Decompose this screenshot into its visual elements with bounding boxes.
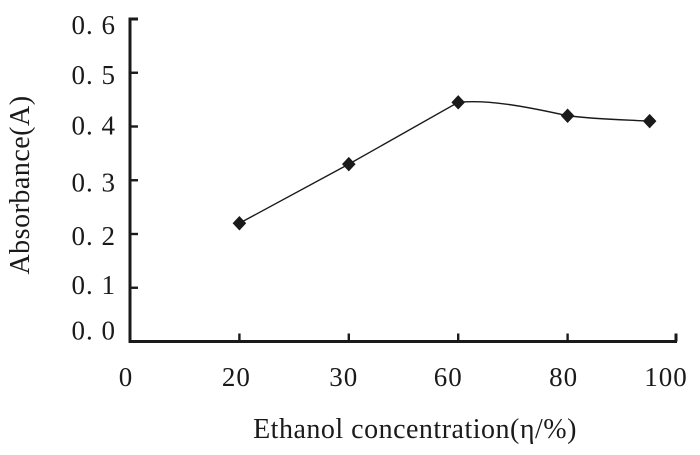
x-tick-label: 100	[644, 362, 688, 392]
data-point-marker	[451, 95, 465, 110]
y-tick-label: 0. 1	[72, 270, 117, 300]
x-tick-label: 0	[119, 362, 134, 392]
series-line	[239, 100, 650, 224]
axes-frame	[128, 17, 678, 343]
y-tick-label: 0. 5	[72, 60, 117, 90]
x-axis-title: Ethanol concentration(η/%)	[253, 414, 577, 445]
data-point-marker	[560, 108, 575, 123]
y-tick-label: 0. 4	[72, 111, 117, 141]
data-point-marker	[342, 156, 356, 172]
y-tick-label: 0. 6	[72, 10, 117, 40]
y-tick-label: 0. 2	[72, 221, 117, 251]
y-tick-label: 0. 0	[72, 316, 117, 346]
data-point-marker	[642, 113, 657, 129]
x-tick-label: 80	[549, 362, 578, 392]
y-tick-label: 0. 3	[72, 167, 117, 197]
x-tick-label: 60	[434, 362, 463, 392]
x-tick-label: 30	[329, 362, 358, 392]
x-tick-label: 20	[222, 362, 251, 392]
y-axis-title: Absorbance(A)	[5, 95, 36, 275]
data-point-marker	[232, 216, 247, 231]
